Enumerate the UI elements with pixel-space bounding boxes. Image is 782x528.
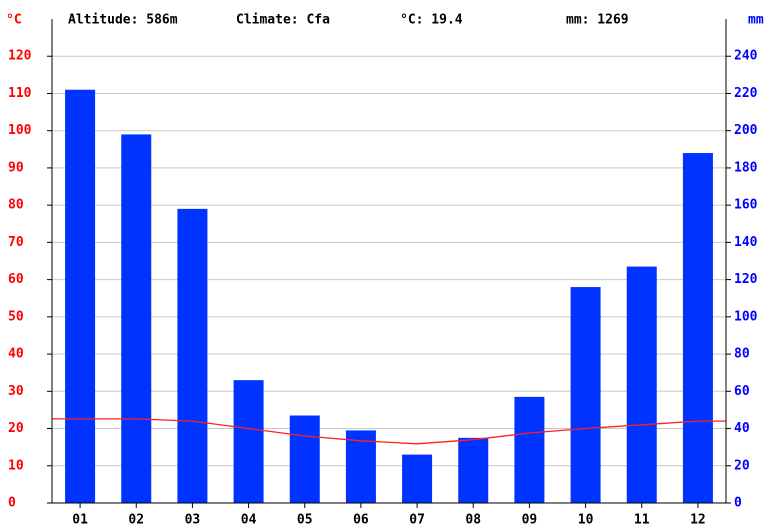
bar: [570, 287, 601, 503]
y-tick-label: 100: [8, 123, 32, 138]
x-tick-label: 10: [578, 513, 594, 528]
y2-tick-label: 140: [734, 235, 758, 250]
bar: [345, 430, 376, 503]
y-tick-label: 50: [8, 309, 24, 324]
bar: [233, 380, 264, 503]
x-tick-label: 12: [690, 513, 706, 528]
y2-tick-label: 0: [734, 496, 742, 511]
x-tick-label: 11: [634, 513, 650, 528]
bar: [682, 153, 713, 503]
x-tick-label: 08: [465, 513, 481, 528]
y-tick-label: 120: [8, 49, 32, 64]
y2-tick-label: 220: [734, 86, 758, 101]
y-tick-label: 40: [8, 347, 24, 362]
y-axis-label: °C: [6, 13, 22, 28]
bar: [121, 134, 152, 503]
header-item: °C: 19.4: [400, 13, 463, 28]
y2-tick-label: 240: [734, 49, 758, 64]
x-tick-label: 05: [297, 513, 313, 528]
y2-tick-label: 200: [734, 123, 758, 138]
y2-axis-label: mm: [748, 13, 764, 28]
bar: [402, 454, 433, 503]
bar: [514, 396, 545, 503]
y2-tick-label: 20: [734, 458, 750, 473]
bar: [65, 89, 96, 503]
x-tick-label: 04: [241, 513, 257, 528]
y-tick-label: 70: [8, 235, 24, 250]
y2-tick-label: 180: [734, 160, 758, 175]
y2-tick-label: 60: [734, 384, 750, 399]
y-tick-label: 0: [8, 496, 16, 511]
y2-tick-label: 40: [734, 421, 750, 436]
x-tick-label: 06: [353, 513, 369, 528]
y-tick-label: 60: [8, 272, 24, 287]
y2-tick-label: 120: [734, 272, 758, 287]
y-tick-label: 80: [8, 198, 24, 213]
y-tick-label: 90: [8, 160, 24, 175]
header-item: Climate: Cfa: [236, 13, 330, 28]
y-tick-label: 10: [8, 458, 24, 473]
y2-tick-label: 100: [734, 309, 758, 324]
y-tick-label: 20: [8, 421, 24, 436]
x-tick-label: 07: [409, 513, 425, 528]
bar: [626, 266, 657, 503]
x-tick-label: 09: [522, 513, 538, 528]
header-item: Altitude: 586m: [68, 13, 178, 28]
bar: [289, 415, 320, 503]
x-tick-label: 01: [72, 513, 88, 528]
bar: [458, 437, 489, 503]
temperature-line: [52, 418, 726, 445]
y-tick-label: 30: [8, 384, 24, 399]
y2-tick-label: 160: [734, 198, 758, 213]
x-tick-label: 02: [128, 513, 144, 528]
header-item: mm: 1269: [566, 13, 629, 28]
y-tick-label: 110: [8, 86, 32, 101]
y2-tick-label: 80: [734, 347, 750, 362]
bar: [177, 208, 208, 503]
x-tick-label: 03: [185, 513, 201, 528]
